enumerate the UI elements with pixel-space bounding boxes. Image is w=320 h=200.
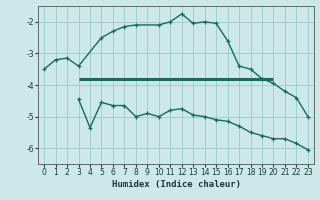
- X-axis label: Humidex (Indice chaleur): Humidex (Indice chaleur): [111, 180, 241, 189]
